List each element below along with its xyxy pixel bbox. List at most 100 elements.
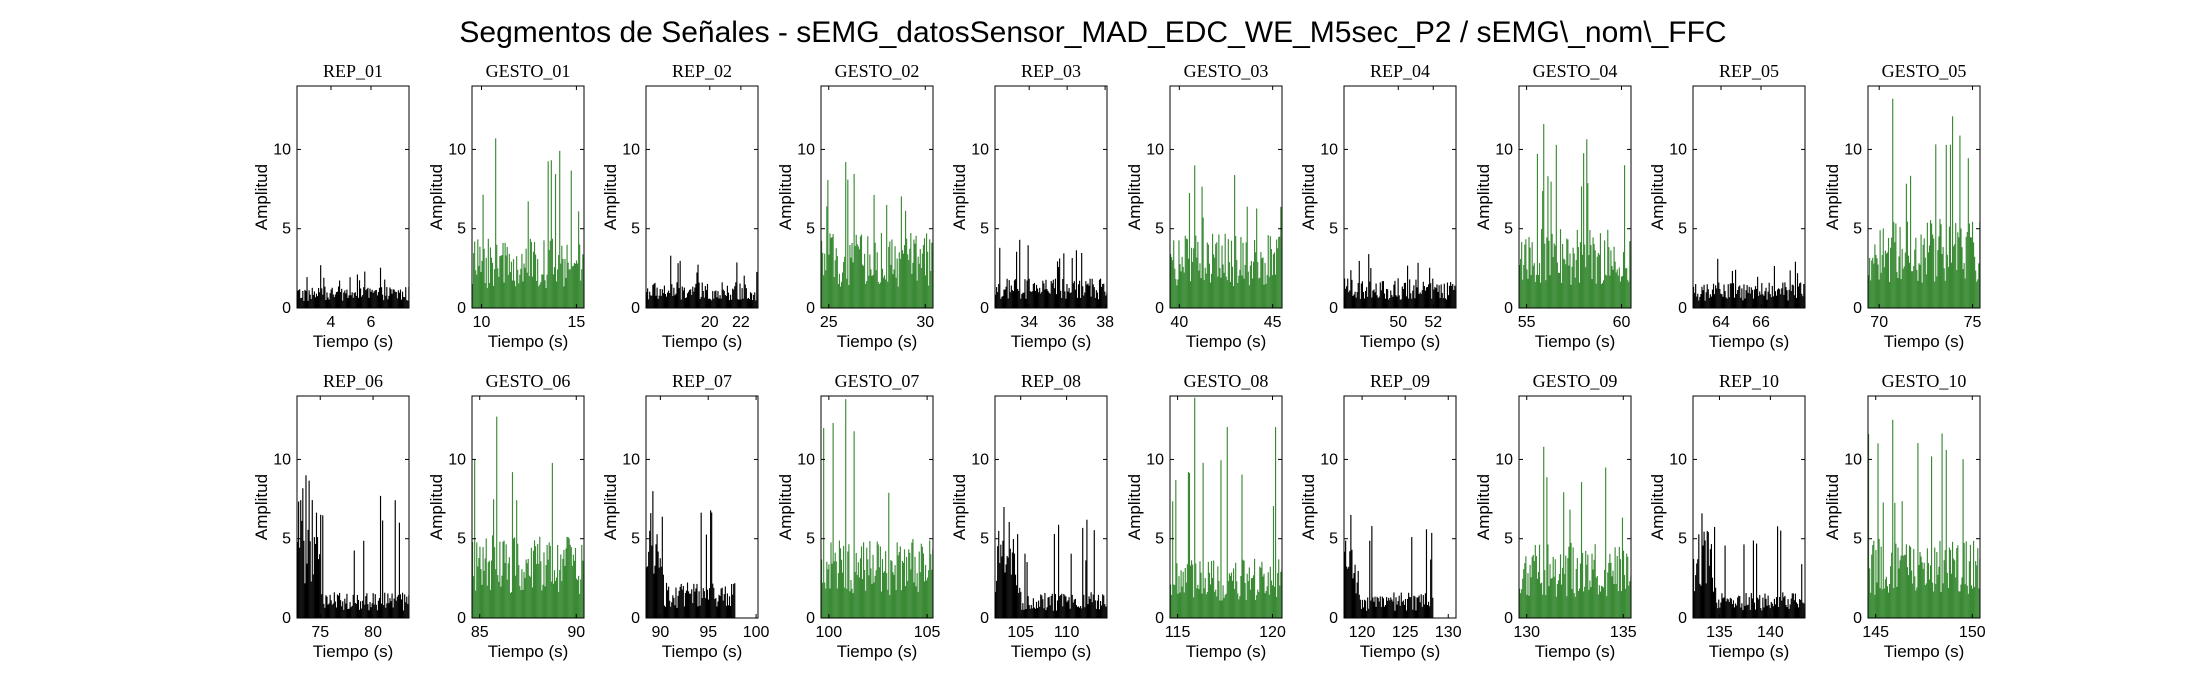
signal-sample [884,275,886,308]
signal-sample [1089,278,1091,308]
subplot-title: GESTO_09 [1533,371,1618,391]
signal-sample [733,583,735,618]
subplot-title: REP_08 [1021,371,1081,391]
signal-sample [1396,296,1398,308]
signal-sample [1890,566,1892,618]
axes-box [1867,85,1981,309]
signal-sample [1098,609,1101,618]
signal-sample [662,293,664,308]
signal-sample [998,283,1000,308]
signal-sample [1183,592,1185,618]
signal-sample [1547,176,1549,308]
y-tick-label: 0 [457,610,466,627]
signal-sample [1903,266,1905,308]
signal-sample [1724,291,1726,308]
signal-sample [370,291,372,308]
signal-sample [1380,607,1382,618]
signal-sample [716,297,718,308]
x-tick-label: 80 [364,624,382,641]
signal-sample [307,300,309,308]
x-tick-label: 150 [1959,624,1986,641]
signal-sample [914,243,916,308]
signal-sample [1279,236,1281,308]
signal-sample [997,546,999,618]
signal-sample [1941,433,1943,618]
signal-sample [1540,282,1542,308]
signal-sample [1081,252,1083,308]
signal-sample [1976,565,1978,618]
signal-sample [1105,295,1107,308]
signal-sample [1563,492,1565,618]
signal-sample [1884,250,1886,308]
signal-sample [844,256,846,308]
signal-sample [495,569,497,618]
signal-sample [1418,294,1420,308]
signal-sample [1070,292,1072,308]
subplot-title: REP_01 [323,61,383,81]
signal-sample [1566,238,1568,308]
signal-sample [1715,285,1717,308]
signal-sample [1521,589,1523,618]
signal-sample [1718,282,1720,308]
signal-sample [300,500,302,618]
signal-sample [1213,254,1215,308]
signal-sample [1968,561,1970,618]
signal-sample [1761,610,1763,618]
signal-sample [1801,293,1803,308]
y-tick-label: 0 [1504,610,1513,627]
signal-sample [354,292,356,308]
signal-sample [364,271,366,308]
signal-sample [372,593,374,618]
signal-sample [1534,545,1536,618]
signal-sample [1928,579,1931,618]
axes-box [645,395,759,619]
signal-sample [1720,293,1722,308]
x-axis-label: Tiempo (s) [837,642,918,661]
signal-sample [352,594,354,618]
signal-sample [1278,559,1280,618]
signal-sample [827,180,829,308]
signal-sample [1223,597,1225,618]
signal-sample [1620,591,1622,618]
signal-sample [1269,566,1271,618]
y-tick-label: 5 [1678,221,1687,238]
signal-sample [475,590,477,618]
y-axis-label: Amplitud [1125,474,1144,540]
signal-sample [332,603,334,618]
signal-sample [350,607,352,618]
signal-sample [900,590,902,618]
signal-sample [1953,246,1955,308]
y-tick-label: 10 [1669,141,1687,158]
signal-sample [1701,513,1703,618]
signal-sample [1075,250,1077,308]
subplot-title: GESTO_02 [835,61,920,81]
signal-sample [1891,237,1893,308]
signal-sample [1714,294,1716,308]
x-tick-label: 20 [701,314,719,331]
signal-sample [1578,588,1580,618]
signal-sample [1367,296,1369,308]
signal-sample [1700,294,1702,308]
signal-sample [515,575,517,618]
signal-sample [332,294,334,308]
signal-sample [923,581,926,618]
signal-sample [707,599,710,618]
signal-sample [1035,284,1038,308]
signal-sample [1008,280,1010,308]
signal-sample [1004,572,1006,618]
signal-sample [1625,268,1627,308]
signal-sample [397,290,399,308]
signal-sample [1965,541,1967,618]
x-axis-label: Tiempo (s) [1011,642,1092,661]
signal-sample [1545,594,1547,618]
signal-sample [520,590,522,618]
signal-sample [524,577,526,618]
signal-sample [1094,600,1096,618]
signal-sample [1220,460,1222,618]
signal-sample [1087,283,1089,308]
signal-sample [504,242,506,308]
signal-sample [1093,287,1095,308]
signal-sample [503,282,505,308]
